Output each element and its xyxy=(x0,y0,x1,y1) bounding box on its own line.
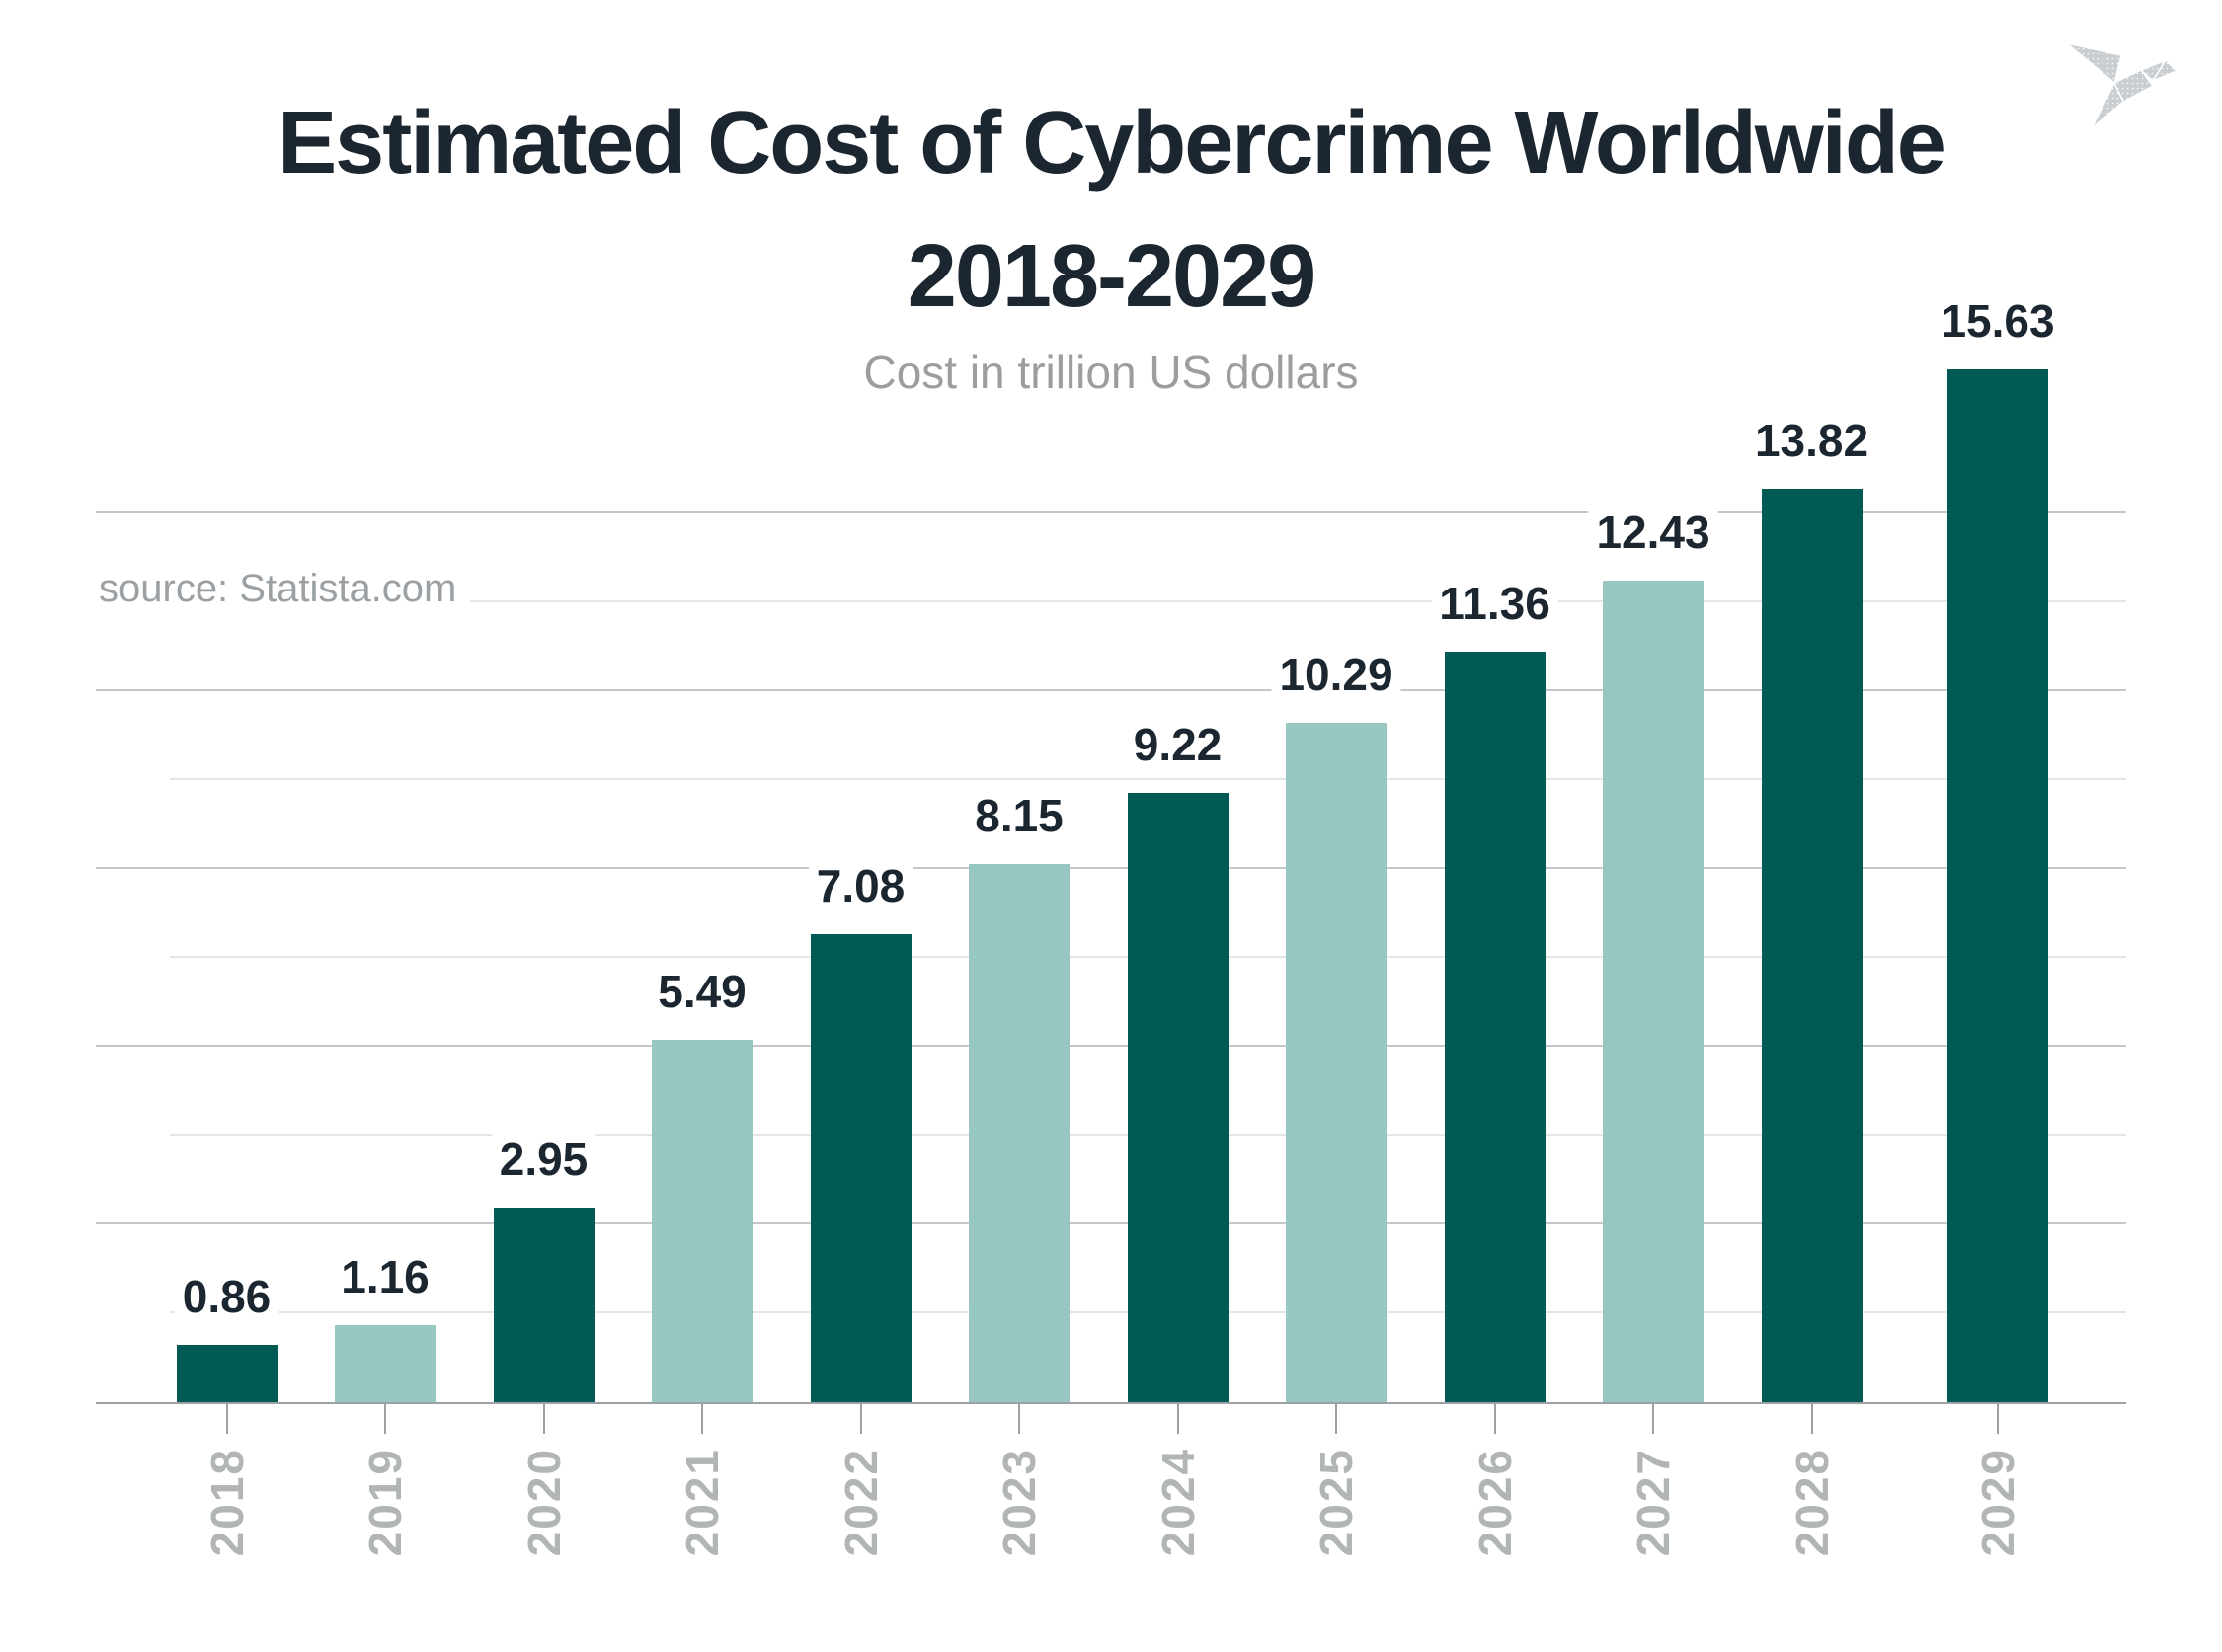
bar-2022 xyxy=(810,934,912,1402)
x-axis-line xyxy=(96,1402,2126,1404)
chart-title: Estimated Cost of Cybercrime Worldwide 2… xyxy=(0,77,2222,344)
bar-2027 xyxy=(1603,581,1704,1402)
bar-2029 xyxy=(1947,369,2048,1402)
gridline-minor-1 xyxy=(170,778,2126,780)
bar-value-label-2023: 8.15 xyxy=(967,790,1071,841)
chart-title-line1: Estimated Cost of Cybercrime Worldwide xyxy=(278,94,1946,193)
x-tick-2019 xyxy=(384,1404,386,1434)
x-tick-2028 xyxy=(1810,1404,1813,1434)
bar-2028 xyxy=(1761,489,1863,1402)
x-tick-2024 xyxy=(1176,1404,1179,1434)
chart-subtitle: Cost in trillion US dollars xyxy=(863,347,1359,398)
gridline-major-0 xyxy=(96,511,2126,513)
bar-value-label-2021: 5.49 xyxy=(650,966,754,1017)
bar-value-label-2027: 12.43 xyxy=(1588,507,1718,558)
bar-2023 xyxy=(969,864,1070,1402)
bar-2021 xyxy=(652,1040,753,1402)
x-axis-label-2018: 2018 xyxy=(200,1448,253,1557)
bar-value-label-2019: 1.16 xyxy=(333,1251,437,1302)
x-axis-label-2021: 2021 xyxy=(676,1448,728,1557)
bar-value-label-2028: 13.82 xyxy=(1746,415,1877,466)
x-axis-label-2026: 2026 xyxy=(1468,1448,1521,1557)
bar-2018 xyxy=(176,1345,278,1402)
gridline-major-3 xyxy=(96,1045,2126,1047)
x-axis-label-2025: 2025 xyxy=(1310,1448,1362,1557)
x-tick-2020 xyxy=(542,1404,545,1434)
bar-value-label-2024: 9.22 xyxy=(1125,719,1230,770)
x-tick-2018 xyxy=(225,1404,228,1434)
bar-2024 xyxy=(1127,793,1229,1402)
x-axis-label-2023: 2023 xyxy=(993,1448,1045,1557)
gridline-major-1 xyxy=(96,689,2126,691)
x-tick-2029 xyxy=(1997,1404,1999,1434)
origami-bird-icon xyxy=(2066,42,2179,129)
chart-title-line2: 2018-2029 xyxy=(907,227,1316,326)
source-label: source: Statista.com xyxy=(95,563,471,615)
bar-2020 xyxy=(493,1208,595,1402)
x-axis-label-2028: 2028 xyxy=(1786,1448,1838,1557)
bar-2025 xyxy=(1286,723,1387,1402)
bar-2019 xyxy=(335,1325,436,1402)
x-axis-label-2027: 2027 xyxy=(1627,1448,1679,1557)
origami-bird-facets xyxy=(2066,42,2179,129)
gridline-major-4 xyxy=(96,1222,2126,1224)
x-axis-label-2022: 2022 xyxy=(834,1448,887,1557)
x-tick-2027 xyxy=(1652,1404,1654,1434)
x-tick-2023 xyxy=(1018,1404,1020,1434)
bar-value-label-2022: 7.08 xyxy=(808,860,913,911)
x-tick-2021 xyxy=(701,1404,703,1434)
bar-2026 xyxy=(1444,652,1546,1402)
bar-value-label-2026: 11.36 xyxy=(1431,578,1558,629)
gridline-minor-0 xyxy=(170,600,2126,602)
x-axis-label-2029: 2029 xyxy=(1972,1448,2024,1557)
bar-value-label-2020: 2.95 xyxy=(491,1134,596,1185)
x-axis-label-2019: 2019 xyxy=(359,1448,411,1557)
x-tick-2025 xyxy=(1335,1404,1337,1434)
x-axis-label-2024: 2024 xyxy=(1151,1448,1204,1557)
x-tick-2026 xyxy=(1493,1404,1496,1434)
x-tick-2022 xyxy=(859,1404,862,1434)
gridline-major-2 xyxy=(96,867,2126,869)
bar-value-label-2025: 10.29 xyxy=(1271,649,1401,700)
bar-value-label-2029: 15.63 xyxy=(1933,295,2063,347)
bar-value-label-2018: 0.86 xyxy=(174,1271,279,1322)
x-axis-label-2020: 2020 xyxy=(517,1448,570,1557)
